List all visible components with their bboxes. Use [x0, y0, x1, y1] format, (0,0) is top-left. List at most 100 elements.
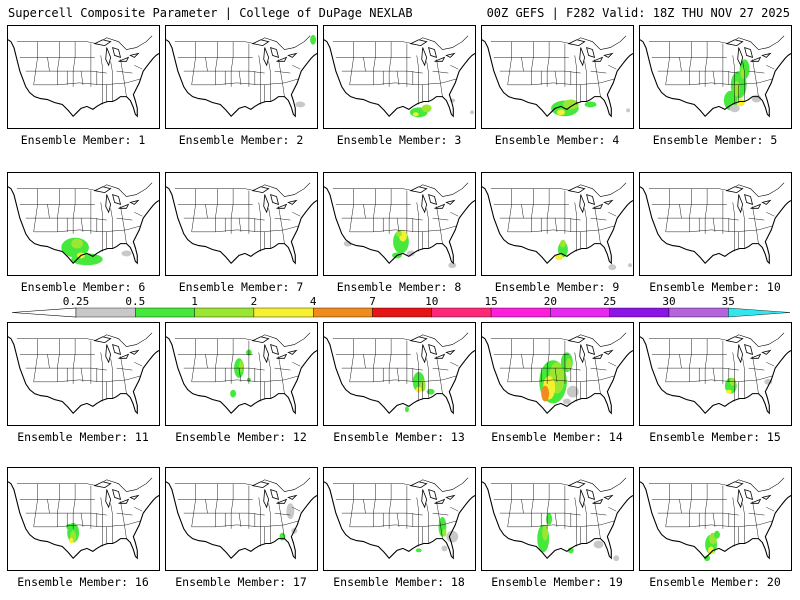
great-lake: [750, 353, 762, 359]
state-border: [712, 71, 716, 85]
state-border: [33, 41, 38, 85]
state-border: [274, 512, 291, 516]
great-lake: [761, 494, 772, 500]
ensemble-member-7-map: [165, 172, 318, 276]
great-lake: [428, 488, 438, 500]
ensemble-member-label: Ensemble Member: 1: [20, 133, 146, 147]
great-lake: [744, 343, 754, 355]
great-lake: [263, 489, 270, 509]
great-lake: [251, 186, 270, 194]
scp-shading: [230, 389, 237, 398]
ensemble-member-11-map: [7, 322, 160, 426]
state-border: [432, 512, 449, 516]
state-border: [752, 59, 759, 97]
state-border: [388, 188, 392, 234]
state-border: [499, 512, 581, 516]
great-lake: [112, 46, 122, 58]
great-lake: [725, 336, 744, 344]
state-border: [205, 354, 208, 369]
state-border: [657, 367, 739, 371]
ensemble-member-10-map: [639, 172, 792, 276]
great-lake: [434, 353, 446, 359]
state-border: [134, 507, 143, 512]
state-border: [120, 206, 127, 244]
state-border: [183, 217, 265, 221]
canada-border: [728, 477, 785, 492]
state-border: [116, 367, 133, 371]
colorbar-segment: [75, 307, 136, 318]
state-border: [742, 503, 745, 544]
state-border: [396, 71, 400, 85]
state-border: [116, 512, 133, 516]
state-border: [268, 503, 271, 544]
state-border: [594, 501, 601, 539]
great-lake: [586, 193, 596, 205]
ensemble-member-label: Ensemble Member: 10: [649, 280, 781, 294]
state-border: [608, 362, 617, 367]
state-border: [100, 202, 103, 252]
state-border: [450, 507, 459, 512]
state-border: [490, 41, 571, 44]
state-border: [16, 483, 97, 486]
state-border: [436, 501, 443, 539]
coastline: [324, 336, 475, 415]
great-lake: [287, 349, 298, 355]
coastline: [8, 186, 159, 265]
state-border: [689, 188, 692, 232]
ensemble-member-label: Ensemble Member: 3: [336, 133, 462, 147]
state-border: [766, 507, 775, 512]
ensemble-member-19-map: [481, 467, 634, 571]
state-border: [507, 188, 512, 232]
scp-shading: [593, 540, 604, 549]
canada-border: [570, 332, 627, 347]
canada-border: [412, 477, 469, 492]
state-border: [363, 57, 366, 72]
state-border: [349, 338, 354, 382]
canada-border: [728, 332, 785, 347]
state-border: [47, 57, 50, 72]
state-border: [712, 513, 716, 527]
state-border: [766, 212, 775, 217]
coastline: [324, 186, 475, 265]
state-border: [752, 206, 759, 244]
canada-border: [254, 182, 311, 197]
great-lake: [270, 488, 280, 500]
great-lake: [737, 194, 744, 214]
state-border: [16, 338, 97, 341]
great-lake: [287, 199, 298, 205]
state-border: [57, 338, 60, 382]
state-border: [679, 204, 682, 219]
great-lake: [750, 56, 762, 62]
state-border: [174, 338, 255, 341]
state-border: [704, 188, 708, 234]
state-border: [332, 338, 413, 341]
state-border: [594, 59, 601, 97]
scp-shading: [740, 67, 745, 79]
state-border: [349, 41, 354, 85]
state-border: [292, 507, 301, 512]
scp-shading: [704, 555, 711, 562]
great-lake: [105, 489, 112, 509]
state-border: [432, 70, 449, 74]
state-border: [72, 188, 76, 234]
great-lake: [263, 344, 270, 364]
great-lake: [750, 498, 762, 504]
ensemble-member-16-map: [7, 467, 160, 571]
state-border: [341, 512, 423, 516]
colorbar-tick-label: 30: [662, 296, 675, 308]
coastline: [482, 39, 633, 118]
ensemble-member-label: Ensemble Member: 2: [178, 133, 304, 147]
state-border: [373, 338, 376, 382]
scp-shading: [396, 230, 402, 237]
scp-shading: [729, 104, 740, 113]
ensemble-member-15-map: [639, 322, 792, 426]
state-border: [174, 188, 255, 191]
state-border: [33, 483, 38, 527]
great-lake: [434, 203, 446, 209]
state-border: [80, 71, 84, 85]
state-border: [120, 356, 127, 394]
scp-shading: [470, 110, 475, 115]
state-border: [748, 217, 765, 221]
colorbar-tick-label: 10: [425, 296, 438, 308]
great-lake: [421, 47, 428, 67]
